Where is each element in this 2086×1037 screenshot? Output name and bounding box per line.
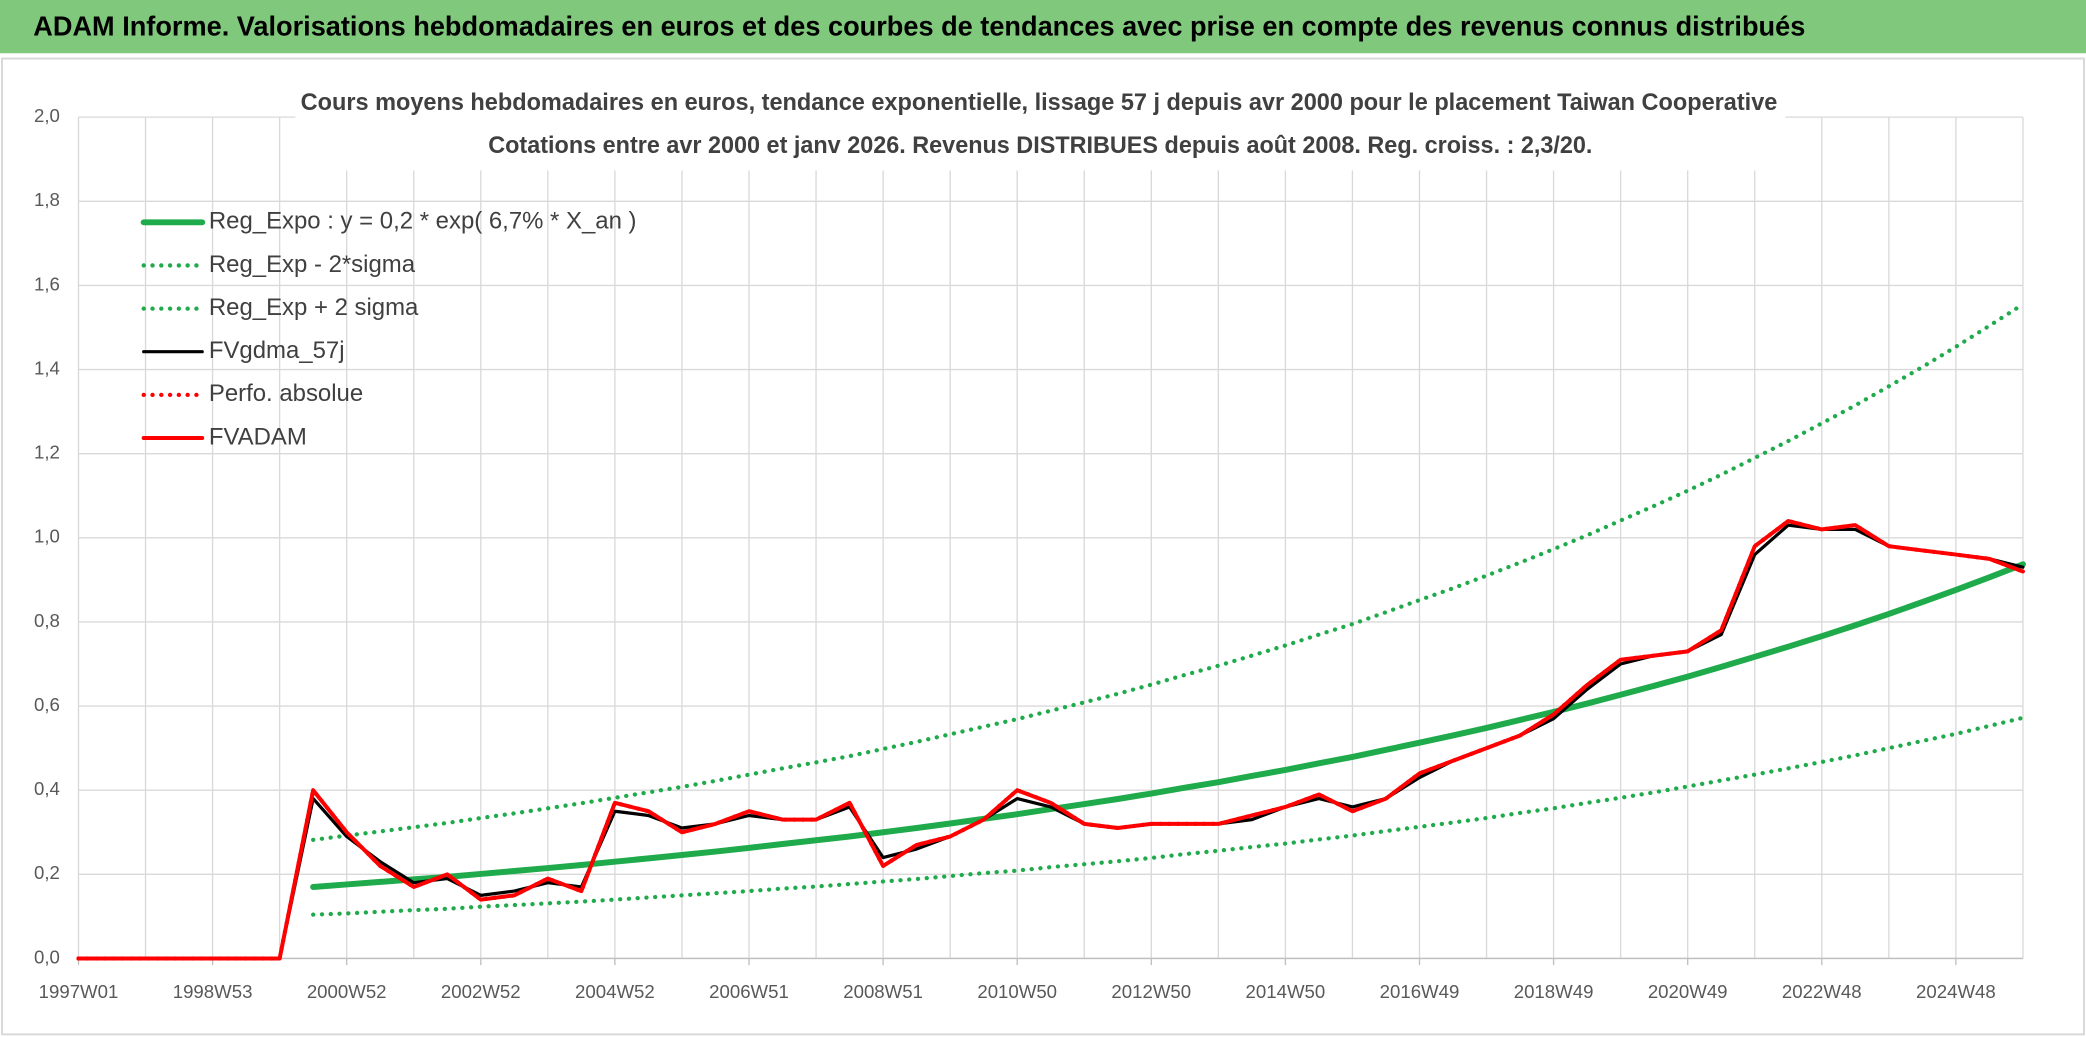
legend-label: Perfo. absolue [209,380,363,407]
y-tick-label: 0,2 [34,862,60,883]
y-tick-label: 0,4 [34,778,60,799]
y-tick-label: 1,0 [34,526,60,547]
x-tick-label: 2004W52 [575,981,655,1002]
series-line [310,561,2026,890]
x-tick-label: 1997W01 [39,981,119,1002]
chart-subtitle: Cotations entre avr 2000 et janv 2026. R… [488,132,1592,159]
legend-label: FVADAM [209,423,307,450]
legend-label: FVgdma_57j [209,337,345,364]
x-tick-label: 2022W48 [1782,981,1862,1002]
x-tick-label: 2014W50 [1246,981,1326,1002]
plot [76,302,2026,961]
legend: Reg_Expo : y = 0,2 * exp( 6,7% * X_an ) R… [140,208,637,450]
y-tick-label: 2,0 [34,105,60,126]
x-tick-label: 2010W50 [977,981,1057,1002]
y-tick-label: 0,0 [34,946,60,967]
x-tick-label: 2020W49 [1648,981,1728,1002]
x-tick-label: 1998W53 [173,981,253,1002]
x-tick-label: 2000W52 [307,981,387,1002]
series-line [76,519,2025,961]
y-tick-label: 1,6 [34,273,60,294]
x-tick-label: 2006W51 [709,981,789,1002]
y-tick-label: 1,4 [34,357,60,378]
header-bar [0,0,2086,54]
legend-label: Reg_Exp + 2 sigma [209,294,419,321]
x-tick-label: 2012W50 [1111,981,1191,1002]
x-tick-label: 2016W49 [1380,981,1460,1002]
x-tick-label: 2024W48 [1916,981,1996,1002]
chart-title: Cours moyens hebdomadaires en euros, ten… [301,89,1778,116]
y-tick-label: 0,6 [34,694,60,715]
header-title: ADAM Informe. Valorisations hebdomadaire… [33,10,1805,41]
x-tick-label: 2002W52 [441,981,521,1002]
chart-border [0,57,2086,1036]
grid: 0,0 0,2 0,4 0,6 0,8 1,0 1,2 1,4 1,6 1,8 2,0 1997W01… [34,105,2024,1002]
y-tick-label: 0,8 [34,610,60,631]
y-tick-label: 1,8 [34,189,60,210]
series-line [311,715,2026,917]
y-tick-label: 1,2 [34,442,60,463]
x-tick-label: 2018W49 [1514,981,1594,1002]
legend-label: Reg_Exp - 2*sigma [209,251,416,278]
legend-label: Reg_Expo : y = 0,2 * exp( 6,7% * X_an ) [209,208,637,235]
title-background [295,82,1786,171]
x-tick-label: 2008W51 [843,981,923,1002]
series-line [311,302,2026,842]
